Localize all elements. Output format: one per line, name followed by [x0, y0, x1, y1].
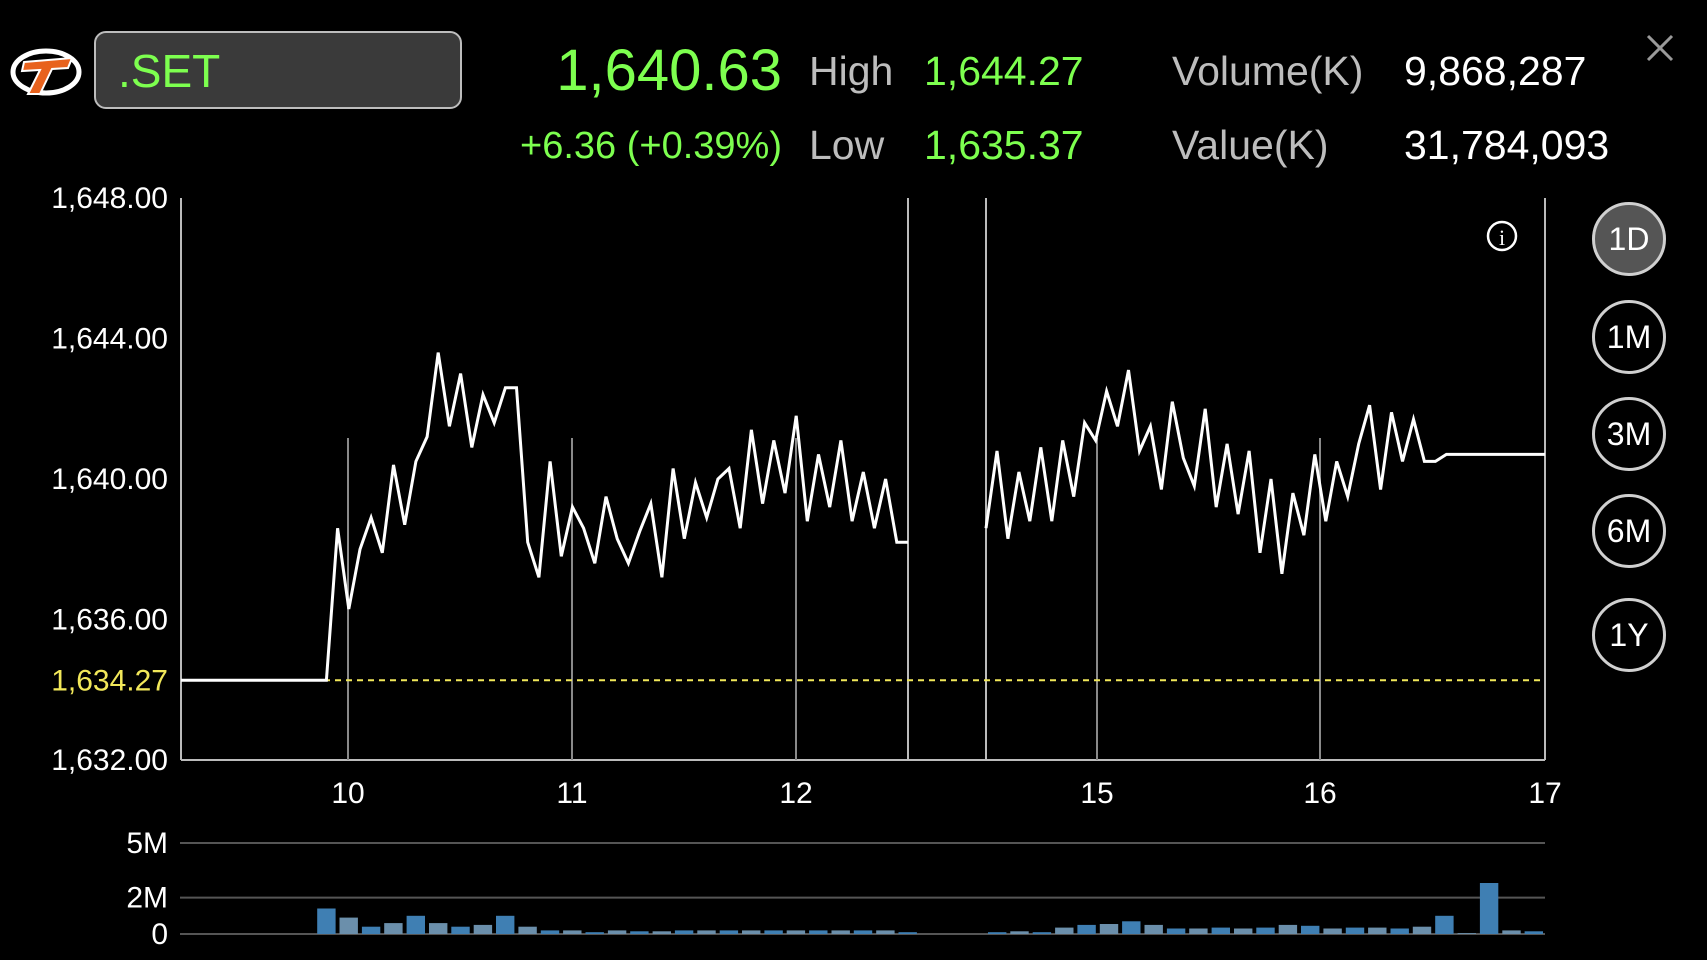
volume-bar	[1345, 927, 1365, 934]
volume-bar	[652, 931, 671, 934]
y-tick-label: 1,632.00	[51, 744, 168, 777]
volume-bar	[1323, 928, 1342, 934]
volume-bar	[1010, 931, 1029, 934]
volume-bar	[1278, 924, 1298, 934]
volume-tick-label: 2M	[126, 882, 168, 915]
volume-bar	[361, 926, 381, 934]
volume-bar	[1234, 928, 1253, 934]
volume-tick-label: 0	[151, 918, 168, 951]
symbol-text: .SET	[118, 45, 221, 97]
volume-bar	[563, 930, 582, 934]
close-icon[interactable]	[1640, 28, 1680, 68]
volume-bar	[1166, 928, 1186, 934]
volume-bar	[607, 930, 627, 934]
volume-bar	[429, 923, 448, 934]
low-label: Low	[809, 122, 885, 168]
volume-bar	[988, 932, 1007, 934]
volume-bar	[630, 931, 649, 934]
volume-bar	[1055, 927, 1074, 934]
volume-bar	[1301, 925, 1320, 934]
x-tick-label: 16	[1303, 777, 1336, 810]
period-button-1m[interactable]: 1M	[1592, 300, 1666, 374]
volume-bar	[719, 930, 739, 934]
period-button-1d[interactable]: 1D	[1592, 202, 1666, 276]
volume-bar	[1390, 928, 1409, 934]
volume-bar	[1122, 921, 1141, 934]
period-button-3m[interactable]: 3M	[1592, 397, 1666, 471]
period-button-1y[interactable]: 1Y	[1592, 598, 1666, 672]
volume-bar	[1524, 931, 1543, 934]
volume-bar	[1368, 927, 1387, 934]
volume-bar	[1502, 930, 1521, 934]
volume-bar	[697, 930, 716, 934]
volume-bar	[1099, 924, 1119, 934]
high-label: High	[809, 48, 894, 94]
brand-logo-icon	[10, 48, 82, 96]
volume-bar	[898, 932, 917, 934]
high-value: 1,644.27	[924, 48, 1084, 94]
volume-bar	[1189, 928, 1208, 934]
info-icon[interactable]: i	[1486, 220, 1518, 252]
volume-bar	[518, 926, 537, 934]
volume-bar	[585, 932, 604, 934]
volume-bar	[764, 930, 783, 934]
volume-bar	[540, 930, 560, 934]
volume-bar	[384, 923, 403, 934]
volume-bar	[1457, 933, 1476, 934]
price-line	[181, 352, 908, 682]
volume-bar	[1077, 924, 1096, 934]
y-tick-label: 1,648.00	[51, 182, 168, 215]
y-tick-label: 1,640.00	[51, 463, 168, 496]
value-value: 31,784,093	[1404, 122, 1610, 168]
volume-bar	[1412, 926, 1432, 934]
volume-label: Volume(K)	[1172, 48, 1364, 94]
x-tick-label: 11	[556, 777, 587, 810]
volume-bar	[786, 930, 806, 934]
period-button-6m[interactable]: 6M	[1592, 494, 1666, 568]
volume-value: 9,868,287	[1404, 48, 1587, 94]
y-tick-label: 1,644.00	[51, 323, 168, 356]
volume-bar	[853, 930, 873, 934]
volume-bar	[473, 924, 493, 934]
price-change: +6.36 (+0.39%)	[520, 125, 782, 167]
volume-tick-label: 5M	[126, 827, 168, 860]
prev-close-label: 1,634.27	[51, 664, 168, 697]
volume-bar	[674, 930, 694, 934]
volume-bar	[1479, 883, 1499, 934]
value-label: Value(K)	[1172, 122, 1329, 168]
volume-bar	[809, 930, 828, 934]
y-tick-label: 1,636.00	[51, 604, 168, 637]
volume-bar	[339, 917, 358, 934]
x-tick-label: 15	[1080, 777, 1113, 810]
volume-bar	[451, 926, 470, 934]
volume-bar	[317, 908, 336, 934]
volume-bar	[496, 915, 515, 934]
symbol-search-box[interactable]: .SET	[94, 31, 462, 109]
svg-text:i: i	[1499, 225, 1505, 250]
volume-bar	[1144, 924, 1163, 934]
volume-bar	[831, 930, 850, 934]
low-value: 1,635.37	[924, 122, 1084, 168]
price-line	[984, 369, 1545, 575]
volume-bar	[406, 915, 425, 934]
volume-bar	[876, 930, 895, 934]
volume-bar	[742, 930, 761, 934]
x-tick-label: 10	[331, 777, 364, 810]
x-tick-label: 17	[1528, 777, 1561, 810]
last-price: 1,640.63	[556, 38, 782, 103]
volume-bar	[1211, 927, 1230, 934]
x-tick-label: 12	[779, 777, 812, 810]
volume-bar	[1256, 927, 1275, 934]
volume-bar	[1032, 932, 1052, 934]
volume-bar	[1435, 915, 1454, 934]
